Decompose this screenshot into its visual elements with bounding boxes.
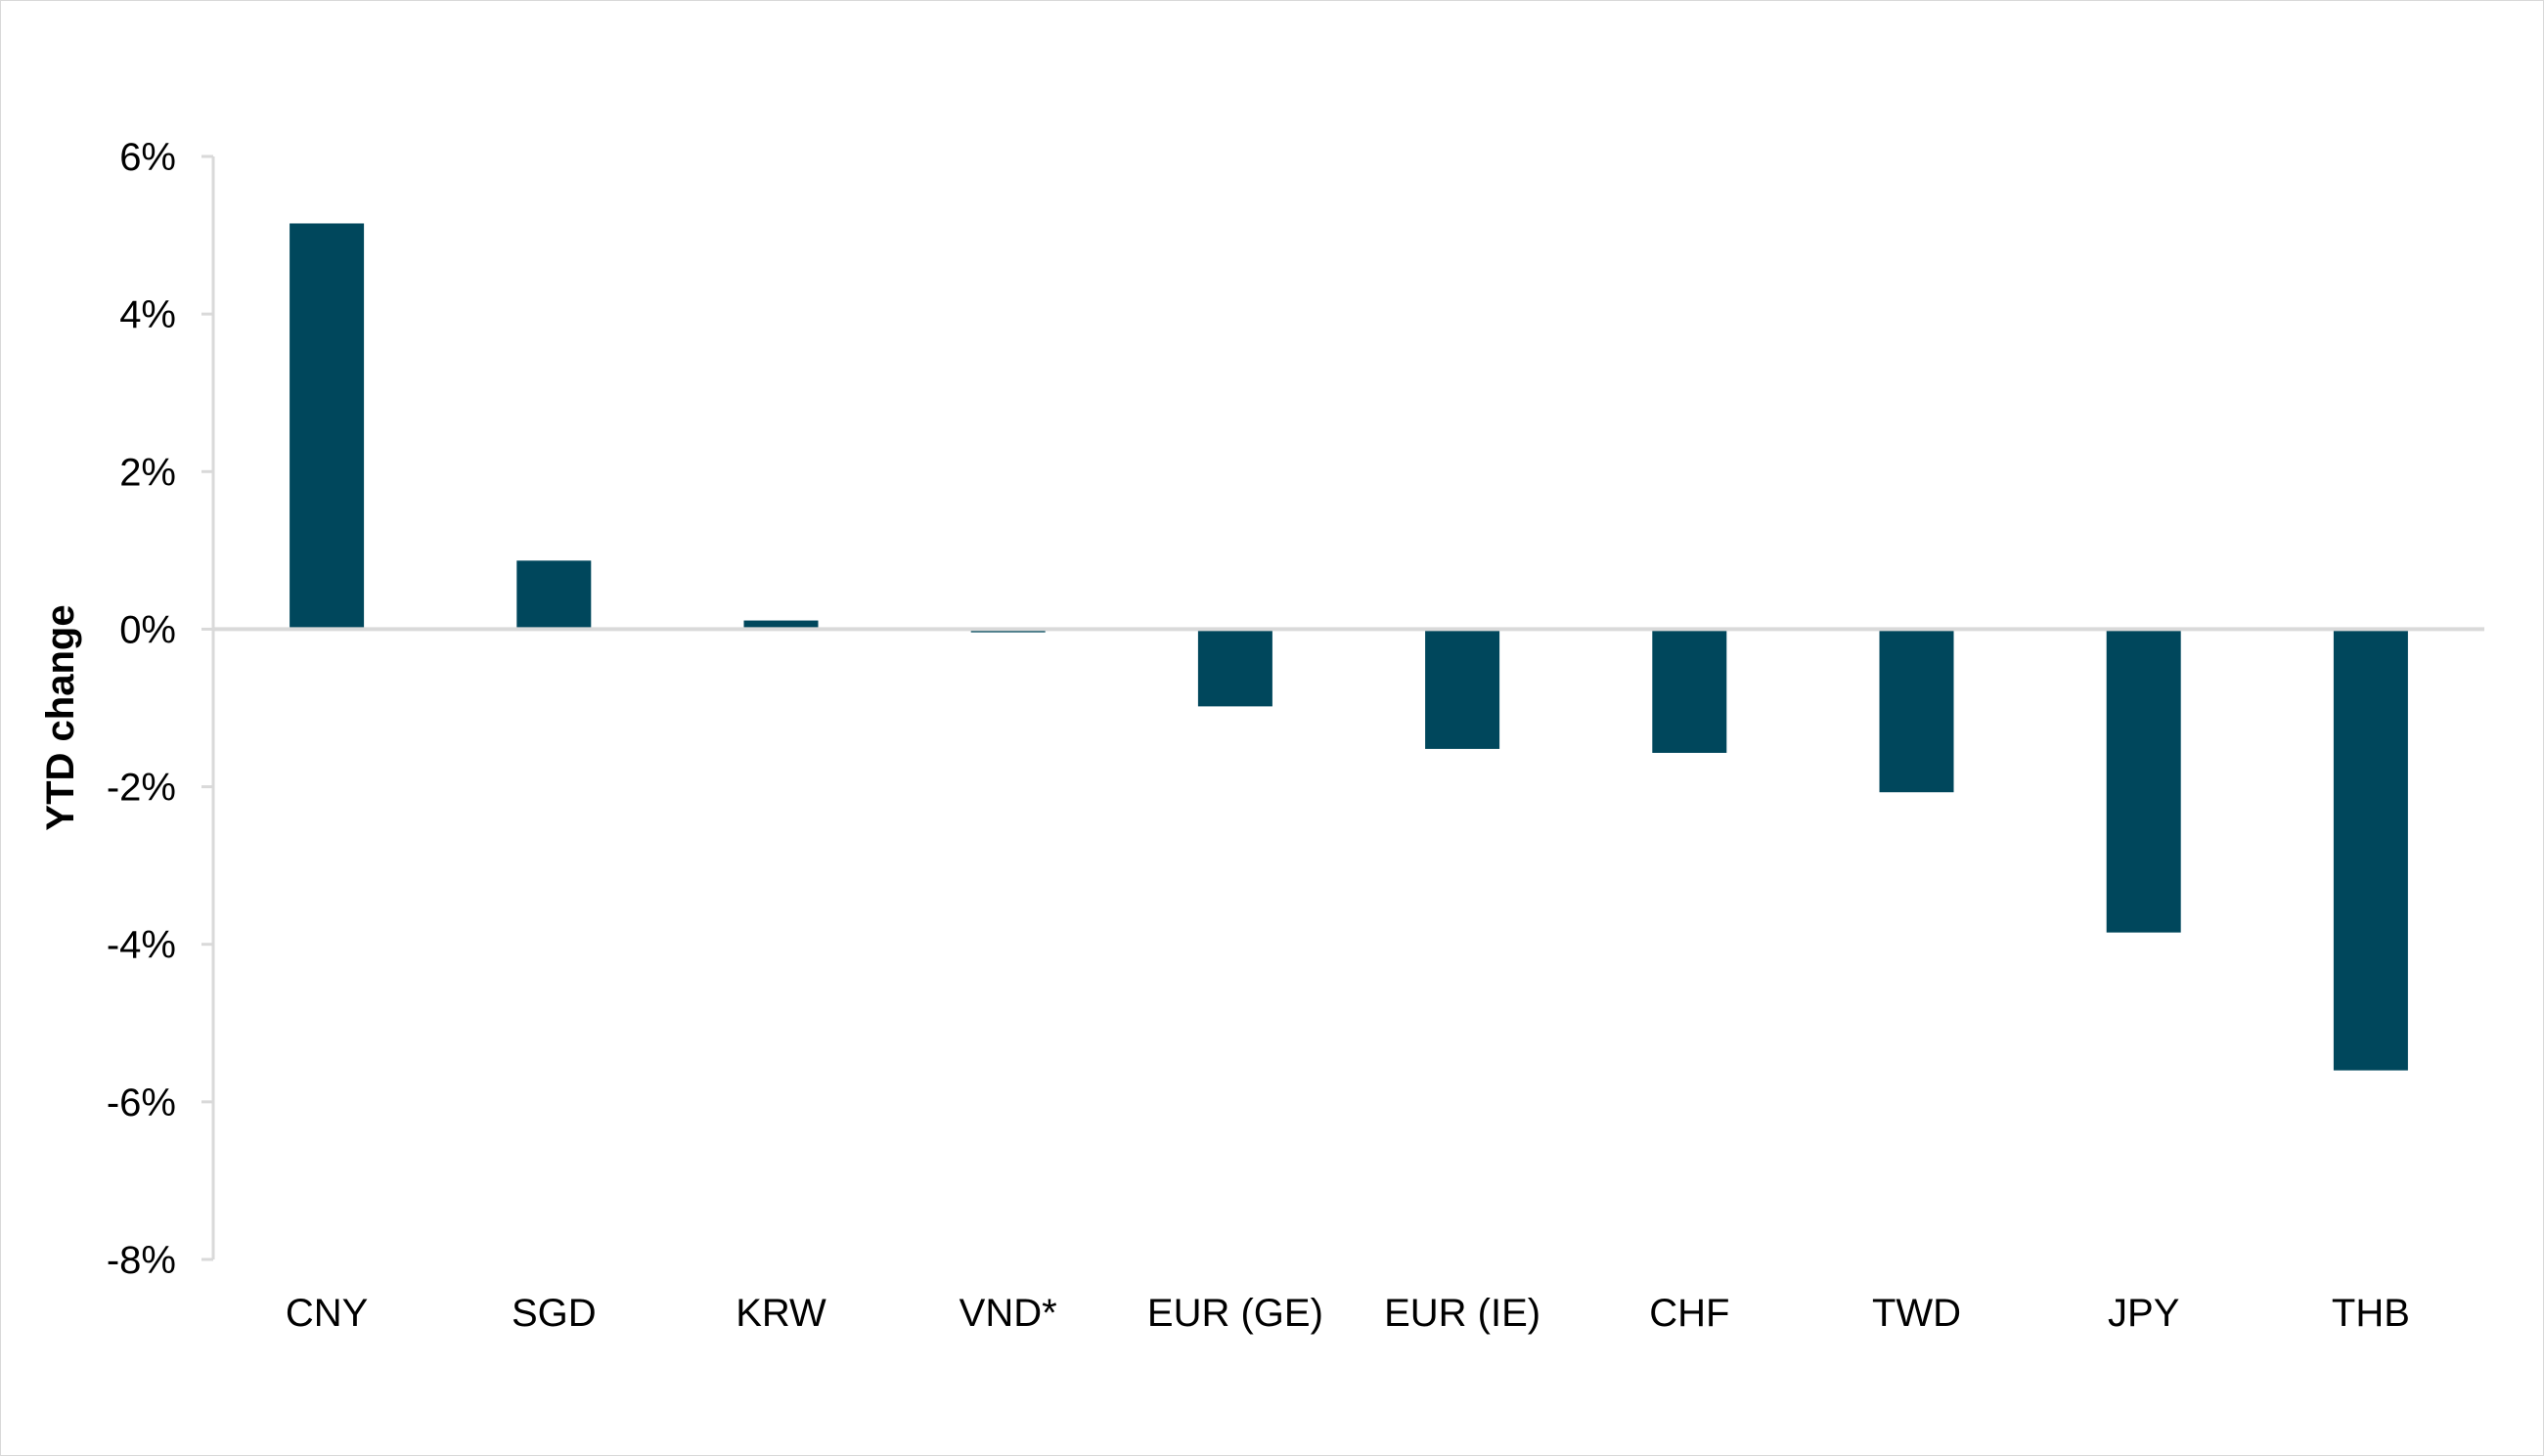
x-category-label: CHF — [1649, 1292, 1729, 1335]
bars — [290, 223, 2408, 1071]
x-category-label: THB — [2332, 1292, 2410, 1335]
bar-jpy — [2106, 629, 2181, 933]
bar-cny — [290, 223, 365, 630]
bar-eur-ie — [1425, 629, 1500, 749]
y-tick-label: -4% — [107, 924, 176, 967]
y-tick-label: 4% — [119, 293, 176, 336]
y-tick-label: 2% — [119, 451, 176, 494]
x-category-label: SGD — [512, 1292, 597, 1335]
bar-sgd — [516, 560, 592, 630]
x-axis-labels: CNY SGD KRW VND* EUR (GE) EUR (IE) CHF TWD JPY TH… — [286, 1292, 2410, 1335]
x-category-label: VND* — [960, 1292, 1057, 1335]
x-category-label: EUR (GE) — [1147, 1292, 1323, 1335]
y-axis-title: YTD change — [39, 604, 82, 830]
x-category-label: CNY — [286, 1292, 368, 1335]
bar-thb — [2333, 629, 2408, 1071]
x-category-label: KRW — [736, 1292, 826, 1335]
bar-twd — [1879, 629, 1954, 793]
bar-krw — [743, 620, 819, 630]
y-tick-label: 0% — [119, 608, 176, 651]
bar-eur-ge — [1197, 629, 1272, 707]
y-tick-label: -6% — [107, 1081, 176, 1125]
x-category-label: EUR (IE) — [1384, 1292, 1540, 1335]
x-category-label: JPY — [2108, 1292, 2179, 1335]
y-tick-label: -2% — [107, 767, 176, 810]
y-axis: 6% 4% 2% 0% -2% -4% -6% -8% — [107, 136, 215, 1282]
x-category-label: TWD — [1872, 1292, 1961, 1335]
y-tick-label: 6% — [119, 136, 176, 179]
y-tick-label: -8% — [107, 1239, 176, 1282]
bar-chf — [1652, 629, 1727, 753]
